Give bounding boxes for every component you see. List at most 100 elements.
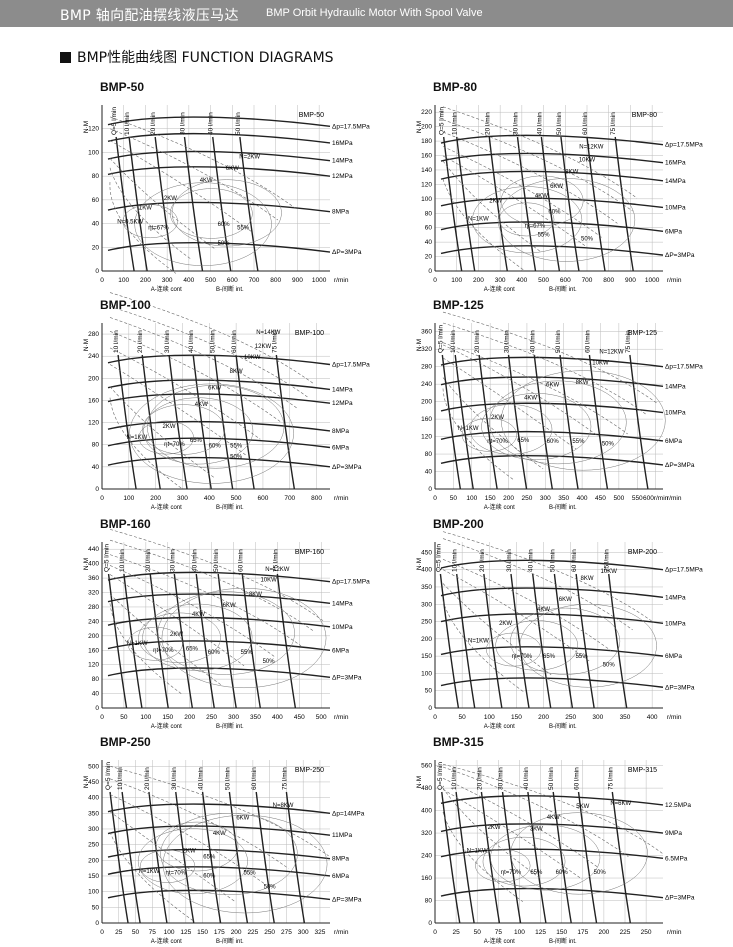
power-label: 6KW xyxy=(223,603,236,609)
power-curve xyxy=(109,182,177,274)
flow-label: 30 l/min xyxy=(504,330,511,353)
y-tick-label: 180 xyxy=(421,138,432,145)
x-tick-label: 900 xyxy=(292,277,303,284)
y-tick-label: 400 xyxy=(88,795,99,802)
power-label: N=1KW xyxy=(458,426,479,432)
x-tick-label: 500 xyxy=(231,495,242,502)
efficiency-label: 55% xyxy=(237,226,250,232)
x-tick-label: 200 xyxy=(140,277,151,284)
power-label: 10KW xyxy=(244,355,261,361)
flow-curve xyxy=(456,573,476,709)
efficiency-label: 65% xyxy=(517,438,530,444)
y-tick-label: 200 xyxy=(88,633,99,640)
y-tick-label: 20 xyxy=(425,254,433,261)
x-axis-label: r/min xyxy=(334,495,349,502)
x-tick-label: 25 xyxy=(452,929,460,936)
flow-curve xyxy=(553,573,574,709)
efficiency-label: 55% xyxy=(538,232,551,238)
y-tick-label: 280 xyxy=(88,331,99,338)
pressure-curve xyxy=(440,646,664,657)
flow-label: 50 l/min xyxy=(235,112,242,135)
y-tick-label: 120 xyxy=(421,434,432,441)
y-tick-label: 160 xyxy=(88,647,99,654)
power-label: N=12KW xyxy=(579,144,604,150)
x-tick-label: 300 xyxy=(162,277,173,284)
flow-label: 20 l/min xyxy=(474,330,481,353)
chart-bmp100: 0 100 200 300 400 500 600 700 800 0 40 80 120 160 200 2… xyxy=(83,292,370,511)
efficiency-contour xyxy=(155,821,239,872)
chart-bmp250: 0 25 50 75 100 125 150 175 200 225 250 275 300 325 0 50… xyxy=(83,760,365,945)
flow-label: 10 l/min xyxy=(124,112,131,135)
flow-label: 30 l/min xyxy=(513,112,520,135)
legend-cont: A-连续 cont xyxy=(151,722,182,730)
x-tick-label: 800 xyxy=(270,277,281,284)
y-tick-label: 240 xyxy=(421,853,432,860)
x-axis-label: r/min xyxy=(667,929,682,936)
pressure-label: 16MPa xyxy=(332,140,353,147)
efficiency-contour xyxy=(499,202,555,237)
efficiency-label: ηt=70% xyxy=(165,870,186,876)
x-axis-label: r/min xyxy=(334,277,349,284)
pressure-curve xyxy=(440,134,664,146)
power-curve xyxy=(442,311,658,404)
efficiency-contour xyxy=(519,604,657,688)
y-tick-label: 360 xyxy=(88,575,99,582)
flow-curve xyxy=(276,573,297,709)
x-tick-label: 900 xyxy=(625,277,636,284)
y-tick-label: 50 xyxy=(92,904,100,911)
flow-label: 50 l/min xyxy=(556,112,563,135)
efficiency-contour xyxy=(489,380,627,465)
pressure-curve xyxy=(440,795,664,806)
power-curve xyxy=(109,364,248,457)
pressure-label: Δp=14MPa xyxy=(332,810,365,817)
efficiency-contour xyxy=(461,417,517,452)
efficiency-contour xyxy=(137,828,248,895)
pressure-label: Δp=17.5MPa xyxy=(665,364,703,371)
efficiency-label: ηt=70% xyxy=(153,648,174,654)
chart-inner-label: BMP-160 xyxy=(295,549,324,556)
flow-label: 75 l/min xyxy=(610,112,617,135)
chart-bmp160: 0 50 100 150 200 250 300 350 400 450 500 0 40 80 120 16… xyxy=(83,529,370,730)
x-tick-label: 300 xyxy=(228,714,239,721)
y-tick-label: 100 xyxy=(421,196,432,203)
power-curve xyxy=(442,559,612,651)
pressure-curve xyxy=(440,887,664,899)
flow-curve xyxy=(141,354,161,490)
flow-curve xyxy=(516,136,537,272)
power-label: 2KW xyxy=(489,198,502,204)
x-tick-label: 0 xyxy=(100,277,104,284)
chart-title-bmp160: BMP-160 xyxy=(100,517,151,531)
y-tick-label: 160 xyxy=(421,153,432,160)
efficiency-contour xyxy=(122,204,178,239)
power-label: 4KW xyxy=(537,607,550,613)
chart-inner-label: BMP-250 xyxy=(295,767,324,774)
x-tick-label: 200 xyxy=(538,714,549,721)
y-tick-label: 40 xyxy=(92,691,100,698)
power-curve xyxy=(442,766,629,857)
y-tick-label: 80 xyxy=(425,210,433,217)
power-curve xyxy=(109,594,223,686)
y-tick-label: 280 xyxy=(88,604,99,611)
power-curve xyxy=(109,831,195,922)
power-curve xyxy=(442,160,542,253)
power-label: 8KW xyxy=(230,369,243,375)
pressure-label: 9MPa xyxy=(665,830,682,837)
x-tick-label: 350 xyxy=(558,495,569,502)
pressure-curve xyxy=(107,803,331,814)
x-tick-label: 700 xyxy=(582,277,593,284)
chart-inner-label: BMP-50 xyxy=(299,112,324,119)
y-tick-label: 500 xyxy=(88,763,99,770)
legend-int: B-间断 int. xyxy=(549,285,577,293)
power-curve xyxy=(442,388,514,481)
x-axis-label: r/min xyxy=(667,495,682,502)
efficiency-label: 55% xyxy=(241,650,254,656)
pressure-curve xyxy=(107,393,331,404)
x-tick-label: 400 xyxy=(577,495,588,502)
flow-curve xyxy=(235,354,255,490)
flow-label: 50 l/min xyxy=(224,767,231,790)
y-tick-label: 400 xyxy=(88,561,99,568)
pressure-curve xyxy=(107,825,331,836)
chart-title-bmp125: BMP-125 xyxy=(433,298,484,312)
chart-bmp80: 0 100 200 300 400 500 600 700 800 900 1000 0 20 40 60 8… xyxy=(416,105,703,293)
efficiency-contour xyxy=(129,383,294,484)
